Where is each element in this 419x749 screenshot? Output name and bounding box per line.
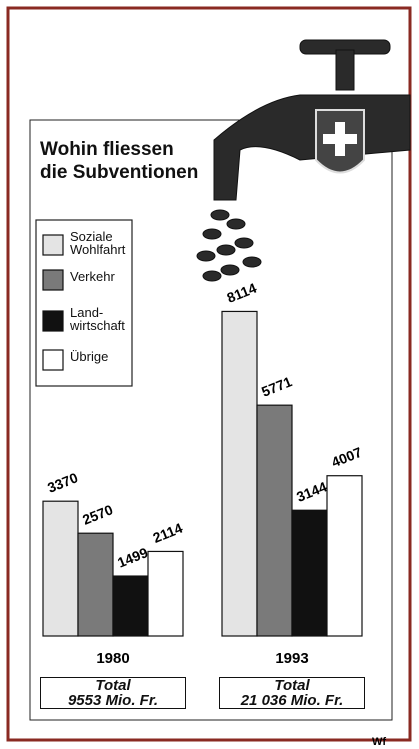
- legend-label: Übrige: [70, 350, 132, 363]
- chart: 3370257014992114 1980 8114 5771 31444007 1993…: [0, 0, 419, 749]
- bar: [78, 533, 113, 636]
- legend-label: Verkehr: [70, 270, 132, 283]
- value-label: 2114: [151, 520, 185, 546]
- legend-label: Land­wirtschaft: [70, 306, 132, 332]
- bar: [113, 576, 148, 636]
- total-box: Total 9553 Mio. Fr.: [40, 677, 186, 709]
- total-box: Total 21 036 Mio. Fr.: [219, 677, 365, 709]
- x-tick-label: 1980: [96, 650, 129, 667]
- value-label: 8114: [225, 280, 259, 306]
- page: 3370257014992114 1980 8114 5771 31444007 1993…: [0, 0, 419, 749]
- chart-title: Wohin fliessen die Subventionen: [40, 138, 198, 184]
- value-label: 4007: [329, 444, 364, 471]
- bar: [292, 510, 327, 636]
- value-label: 3144: [294, 478, 329, 505]
- bar: [257, 405, 292, 636]
- value-label: 5771: [259, 373, 294, 400]
- legend-swatch: [43, 311, 63, 331]
- value-label: 3370: [45, 469, 80, 496]
- x-tick-label: 1993: [275, 650, 308, 667]
- bar: [327, 476, 362, 636]
- legend-label: Soziale Wohlfahrt: [70, 230, 132, 256]
- value-label: 1499: [115, 544, 150, 571]
- credit: Wf: [372, 736, 386, 748]
- bar: [43, 501, 78, 636]
- bar: [222, 311, 257, 636]
- value-label: 2570: [80, 501, 115, 528]
- bar: [148, 551, 183, 636]
- legend-swatch: [43, 350, 63, 370]
- legend-swatch: [43, 235, 63, 255]
- legend-swatch: [43, 270, 63, 290]
- tap-icon: [197, 40, 410, 281]
